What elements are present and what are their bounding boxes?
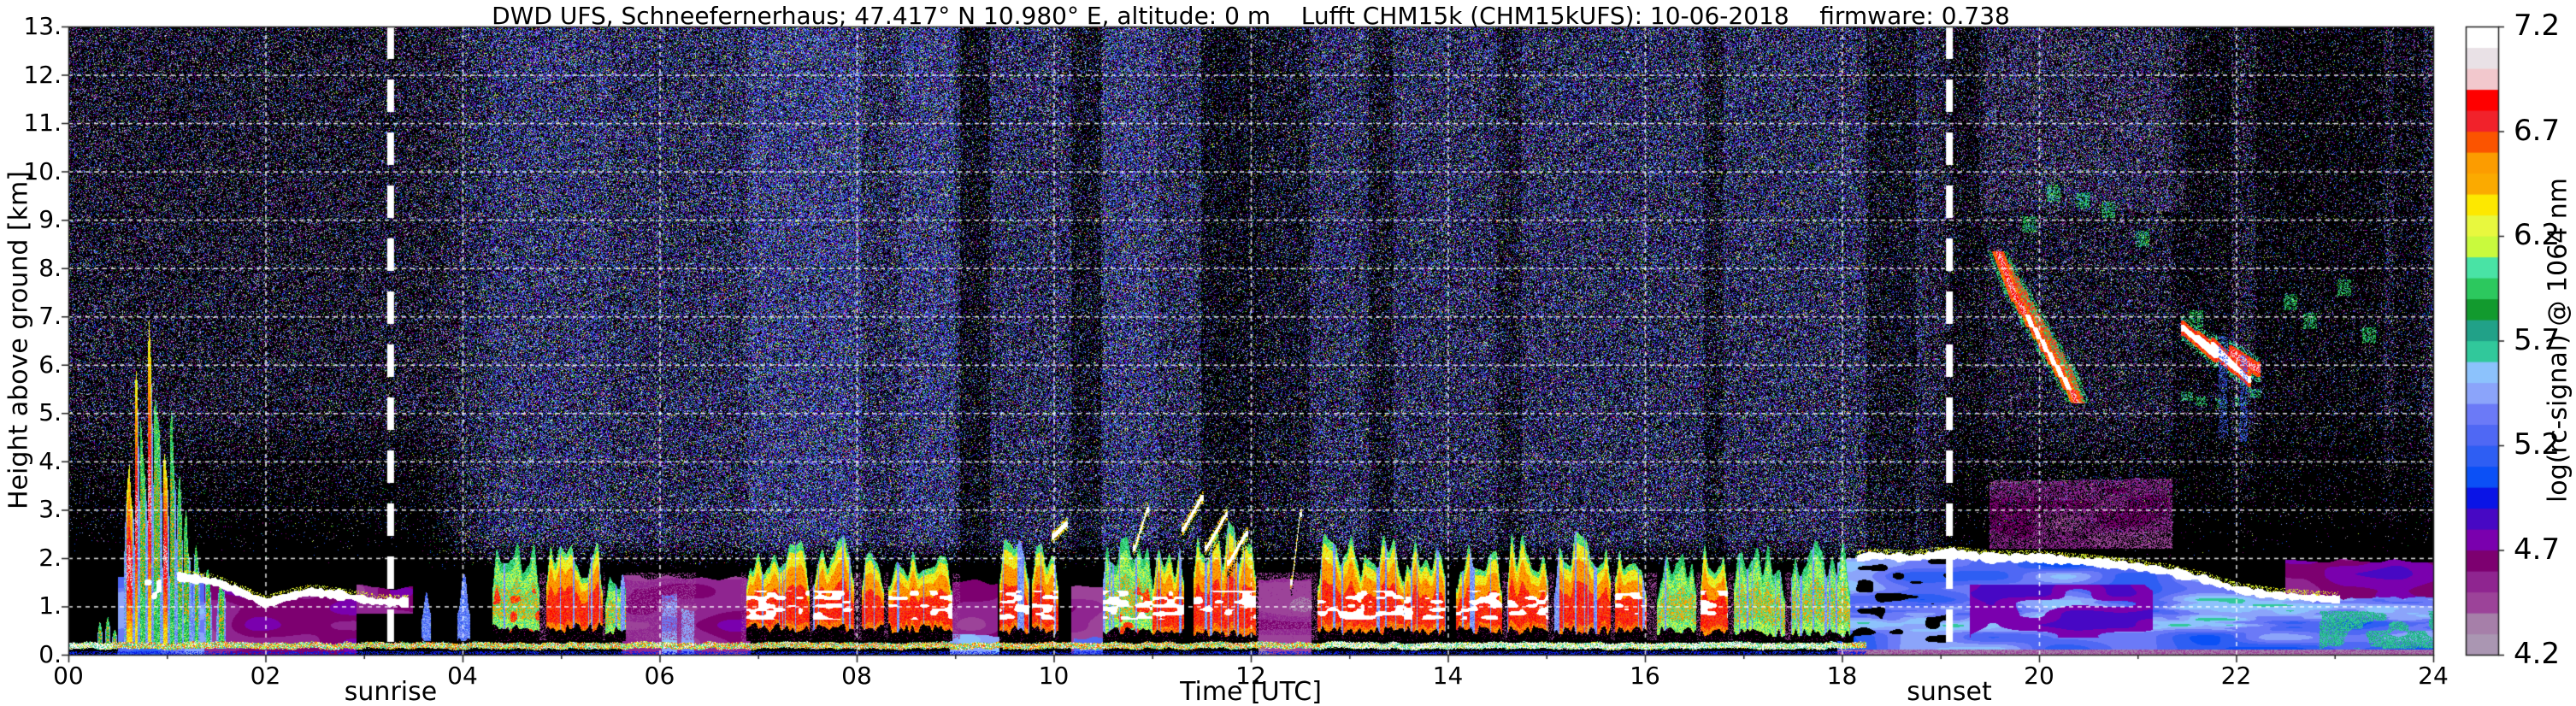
y-tick-label: 0. <box>38 640 62 668</box>
sunset-annotation: sunset <box>1907 677 1992 706</box>
y-tick-label: 8. <box>38 253 62 282</box>
x-tick-label: 24 <box>2418 662 2449 690</box>
x-axis-label: Time [UTC] <box>1180 677 1322 706</box>
sunrise-annotation: sunrise <box>344 677 438 706</box>
y-tick-label: 13. <box>23 12 62 40</box>
x-tick-label: 18 <box>1826 662 1858 690</box>
x-tick-label: 10 <box>1038 662 1070 690</box>
x-tick-label: 06 <box>644 662 675 690</box>
colorbar-tick-label: 5.7 <box>2514 322 2561 357</box>
x-tick-label: 08 <box>841 662 872 690</box>
colorbar-tick-label: 5.2 <box>2514 427 2561 462</box>
x-tick-label: 16 <box>1630 662 1660 690</box>
colorbar-tick-label: 6.2 <box>2514 218 2561 252</box>
colorbar-tick-label: 6.7 <box>2514 113 2561 148</box>
x-tick-label: 00 <box>53 662 84 690</box>
x-tick-label: 02 <box>250 662 281 690</box>
y-tick-label: 2. <box>38 543 62 572</box>
colorbar-tick-label: 4.7 <box>2514 532 2561 567</box>
x-tick-label: 12 <box>1235 662 1266 690</box>
x-tick-label: 14 <box>1432 662 1464 690</box>
y-tick-label: 12. <box>23 60 62 89</box>
colorbar-tick-label: 7.2 <box>2514 9 2561 43</box>
y-tick-label: 5. <box>38 398 62 427</box>
page-title: DWD UFS, Schneefernerhaus; 47.417° N 10.… <box>492 2 2010 30</box>
y-tick-label: 11. <box>23 109 62 138</box>
y-tick-label: 6. <box>38 350 62 379</box>
y-tick-label: 7. <box>38 302 62 331</box>
colorbar-tick-label: 4.2 <box>2514 637 2561 671</box>
y-tick-label: 1. <box>38 591 62 621</box>
y-tick-label: 9. <box>38 205 62 234</box>
x-tick-label: 20 <box>2024 662 2054 690</box>
y-tick-label: 4. <box>38 446 62 475</box>
x-tick-label: 22 <box>2220 662 2252 690</box>
x-tick-label: 04 <box>447 662 478 690</box>
y-tick-label: 3. <box>38 495 62 524</box>
y-tick-label: 10. <box>23 156 62 185</box>
